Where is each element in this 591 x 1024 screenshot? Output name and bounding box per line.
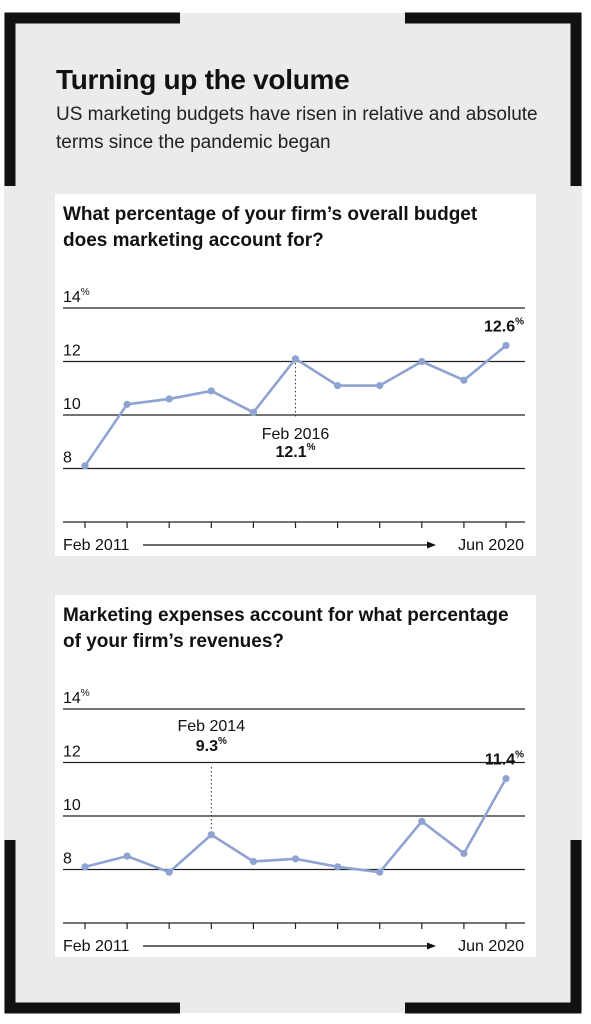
data-point — [81, 863, 89, 871]
data-point — [123, 400, 131, 408]
y-tick-label: 8 — [63, 450, 72, 467]
y-tick-label: 12 — [63, 343, 81, 360]
data-point — [418, 817, 426, 825]
annotation-value: 9.3% — [196, 736, 227, 755]
frame-corner-top-right — [405, 12, 582, 186]
data-point — [207, 387, 215, 395]
chart-title: Marketing expenses account for what perc… — [63, 605, 509, 652]
data-point — [502, 774, 510, 783]
data-point — [334, 863, 342, 871]
data-point — [460, 849, 468, 858]
chart-panel-revenue-share: Marketing expenses account for what perc… — [55, 595, 536, 957]
x-end-label: Jun 2020 — [458, 537, 524, 554]
data-point — [334, 381, 342, 390]
x-range-arrow-head — [427, 942, 436, 950]
page-subtitle: US marketing budgets have risen in relat… — [56, 104, 538, 153]
data-point — [376, 381, 384, 390]
data-point — [460, 376, 468, 384]
y-tick-label: 10 — [63, 396, 81, 413]
data-point — [502, 341, 510, 350]
data-point — [249, 408, 257, 416]
frame-corner-bottom-right — [405, 840, 582, 1014]
data-point — [207, 831, 215, 839]
x-start-label: Feb 2011 — [63, 938, 130, 955]
data-point — [165, 868, 173, 876]
data-point — [249, 857, 257, 866]
page-title: Turning up the volume — [56, 64, 350, 95]
chart-panel-budget-share: What percentage of your firm’s overall b… — [55, 194, 536, 556]
chart-title: What percentage of your firm’s overall b… — [63, 204, 478, 251]
frame-corner-top-left — [4, 12, 180, 186]
annotation-date: Feb 2014 — [177, 718, 245, 735]
x-range-arrow-head — [427, 541, 436, 549]
annotation-value: 12.6% — [484, 316, 524, 335]
x-start-label: Feb 2011 — [63, 537, 130, 554]
y-tick-label: 8 — [63, 851, 72, 868]
annotation-value: 12.1% — [275, 442, 315, 461]
y-tick-label: 14% — [63, 688, 90, 707]
data-point — [291, 855, 300, 863]
annotation-date: Feb 2016 — [262, 426, 330, 443]
data-point — [418, 357, 426, 366]
data-point — [123, 852, 131, 860]
data-point — [291, 355, 300, 363]
data-point — [81, 462, 89, 470]
frame-corner-bottom-left — [4, 840, 180, 1014]
y-tick-label: 10 — [63, 797, 81, 814]
data-point — [376, 868, 384, 876]
y-tick-label: 14% — [63, 287, 90, 306]
data-point — [165, 395, 173, 403]
x-end-label: Jun 2020 — [458, 938, 524, 955]
y-tick-label: 12 — [63, 744, 81, 761]
annotation-value: 11.4% — [485, 750, 524, 769]
